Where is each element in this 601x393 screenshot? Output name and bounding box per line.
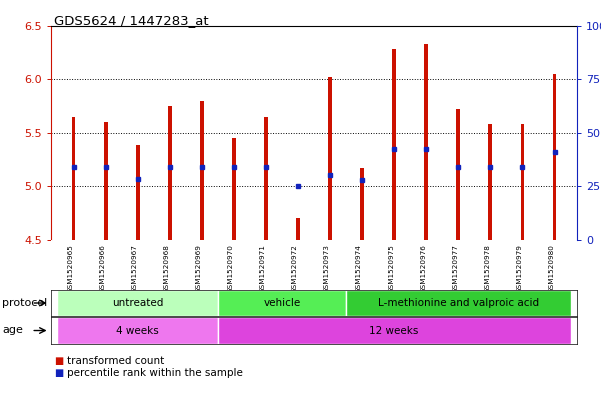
Bar [552, 74, 557, 240]
Text: GSM1520978: GSM1520978 [484, 244, 490, 292]
Text: GDS5624 / 1447283_at: GDS5624 / 1447283_at [54, 14, 209, 27]
Bar [360, 168, 364, 240]
Bar [218, 317, 570, 344]
Text: age: age [2, 325, 23, 335]
Bar [296, 218, 300, 240]
Text: GSM1520980: GSM1520980 [549, 244, 555, 292]
Bar [328, 77, 332, 240]
Text: percentile rank within the sample: percentile rank within the sample [67, 368, 243, 378]
Bar [168, 106, 172, 240]
Text: GSM1520977: GSM1520977 [453, 244, 459, 292]
Bar [456, 109, 460, 240]
Bar [264, 117, 268, 240]
Bar [103, 122, 108, 240]
Text: GSM1520979: GSM1520979 [516, 244, 522, 292]
Text: GSM1520971: GSM1520971 [260, 244, 266, 292]
Bar [520, 124, 524, 240]
Text: GSM1520966: GSM1520966 [100, 244, 106, 292]
Text: untreated: untreated [112, 298, 163, 308]
Text: GSM1520967: GSM1520967 [132, 244, 138, 292]
Bar [424, 44, 428, 240]
Text: 12 weeks: 12 weeks [370, 325, 419, 336]
Bar [346, 290, 570, 316]
Text: GSM1520970: GSM1520970 [228, 244, 234, 292]
Bar [136, 145, 139, 240]
Text: GSM1520974: GSM1520974 [356, 244, 362, 292]
Text: transformed count: transformed count [67, 356, 165, 366]
Text: 4 weeks: 4 weeks [116, 325, 159, 336]
Bar [392, 49, 396, 240]
Text: GSM1520973: GSM1520973 [324, 244, 330, 292]
Bar [489, 124, 492, 240]
Text: vehicle: vehicle [263, 298, 300, 308]
Text: GSM1520975: GSM1520975 [388, 244, 394, 292]
Bar [232, 138, 236, 240]
Text: GSM1520972: GSM1520972 [292, 244, 298, 292]
Bar [218, 290, 346, 316]
Text: ■: ■ [54, 368, 63, 378]
Text: GSM1520969: GSM1520969 [196, 244, 202, 292]
Text: GSM1520976: GSM1520976 [420, 244, 426, 292]
Text: GSM1520965: GSM1520965 [67, 244, 73, 292]
Text: ■: ■ [54, 356, 63, 366]
Bar [200, 101, 204, 240]
Text: L-methionine and valproic acid: L-methionine and valproic acid [378, 298, 539, 308]
Text: protocol: protocol [2, 298, 47, 308]
Bar [58, 290, 218, 316]
Bar [72, 117, 76, 240]
Bar [58, 317, 218, 344]
Text: GSM1520968: GSM1520968 [163, 244, 169, 292]
